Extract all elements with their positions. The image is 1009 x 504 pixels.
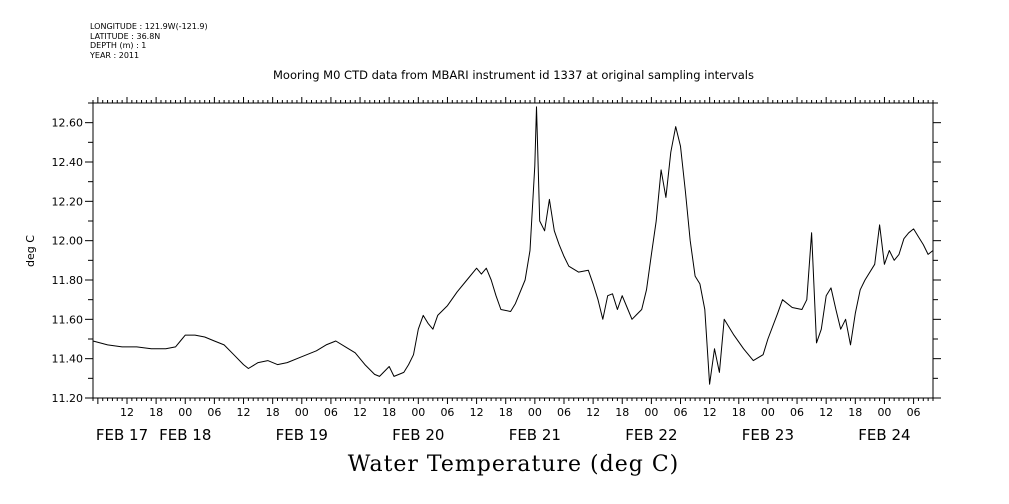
metadata-block: LONGITUDE : 121.9W(-121.9) LATITUDE : 36… [90,22,208,60]
plot-frame [92,102,934,399]
x-tick-label: 06 [790,406,804,419]
y-tick-label: 11.20 [52,392,84,405]
y-tick-label: 12.60 [52,117,84,130]
y-tick-label: 12.40 [52,156,84,169]
latitude-label: LATITUDE : 36.8N [90,31,161,41]
y-tick-label: 12.00 [52,235,84,248]
x-tick-label: 12 [353,406,367,419]
x-tick-label: 00 [411,406,425,419]
longitude-label: LONGITUDE : 121.9W(-121.9) [90,22,208,31]
y-tick-label: 11.80 [52,274,84,287]
x-tick-label: 18 [732,406,746,419]
y-tick-label: 12.20 [52,195,84,208]
chart-footer-title: Water Temperature (deg C) [347,452,680,477]
x-tick-label: 06 [207,406,221,419]
x-tick-label: 18 [266,406,280,419]
x-tick-label: 12 [120,406,134,419]
year-label: YEAR : 2011 [90,50,140,60]
x-tick-label: 00 [877,406,891,419]
x-tick-label: 00 [178,406,192,419]
x-tick-label: 12 [703,406,717,419]
y-tick-label: 11.60 [52,313,84,326]
x-tick-label: 06 [674,406,688,419]
chart-title: Mooring M0 CTD data from MBARI instrumen… [273,68,754,82]
x-day-label: FEB 20 [392,426,444,444]
x-tick-label: 06 [324,406,338,419]
x-tick-label: 12 [237,406,251,419]
x-day-label: FEB 21 [509,426,561,444]
y-axis-label: deg C [24,235,37,267]
x-tick-label: 00 [295,406,309,419]
x-tick-label: 12 [470,406,484,419]
x-day-label: FEB 24 [858,426,910,444]
x-day-label: FEB 19 [276,426,328,444]
x-tick-label: 06 [907,406,921,419]
x-tick-label: 18 [382,406,396,419]
x-tick-label: 18 [499,406,513,419]
x-tick-label: 00 [644,406,658,419]
x-day-label: FEB 18 [159,426,211,444]
x-tick-label: 18 [848,406,862,419]
x-tick-label: 12 [586,406,600,419]
x-tick-label: 12 [819,406,833,419]
x-tick-label: 18 [149,406,163,419]
temperature-line [92,106,934,385]
x-day-label: FEB 17 [96,426,148,444]
x-tick-label: 00 [761,406,775,419]
axis-labels: 11.20 11.40 11.60 11.80 12.00 12.20 12.40 12.60… [52,117,921,444]
x-tick-label: 06 [440,406,454,419]
depth-label: DEPTH (m) : 1 [90,41,147,50]
x-tick-label: 00 [528,406,542,419]
x-tick-label: 06 [557,406,571,419]
y-tick-label: 11.40 [52,353,84,366]
x-day-label: FEB 23 [742,426,794,444]
x-day-label: FEB 22 [625,426,677,444]
x-tick-label: 18 [615,406,629,419]
